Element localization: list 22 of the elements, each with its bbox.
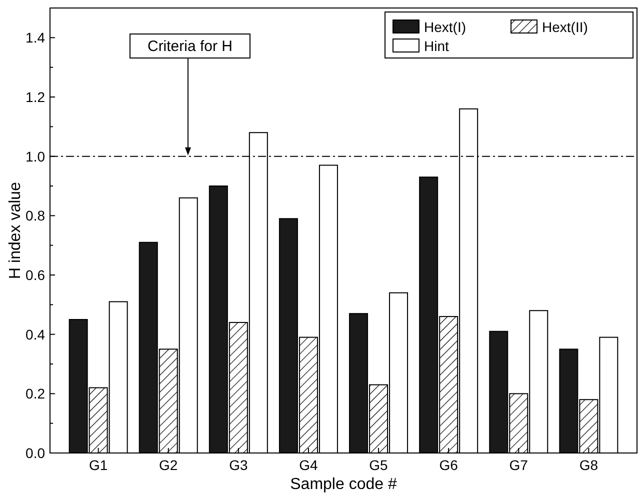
legend-label: Hext(II) (542, 19, 588, 35)
y-tick-label: 1.2 (26, 89, 46, 105)
x-tick-label: G2 (159, 457, 178, 473)
y-tick-label: 0.8 (26, 208, 46, 224)
x-tick-label: G7 (509, 457, 528, 473)
x-tick-label: G4 (299, 457, 318, 473)
x-tick-label: G5 (369, 457, 388, 473)
x-tick-label: G1 (88, 457, 108, 473)
y-tick-label: 1.4 (26, 30, 46, 46)
legend-label: Hint (424, 38, 450, 54)
legend-label: Hext(I) (424, 19, 466, 35)
y-tick-label: 0.4 (26, 326, 46, 342)
x-tick-label: G8 (579, 457, 598, 473)
x-tick-label: G3 (229, 457, 248, 473)
y-tick-label: 0.0 (26, 445, 46, 461)
x-axis-title: Sample code # (290, 476, 397, 493)
x-tick-label: G6 (439, 457, 458, 473)
y-axis-title: H index value (7, 182, 24, 279)
y-tick-label: 0.6 (26, 267, 46, 283)
y-tick-label: 1.0 (26, 148, 46, 164)
y-tick-label: 0.2 (26, 386, 46, 402)
ref-line-label: Criteria for H (147, 38, 233, 55)
